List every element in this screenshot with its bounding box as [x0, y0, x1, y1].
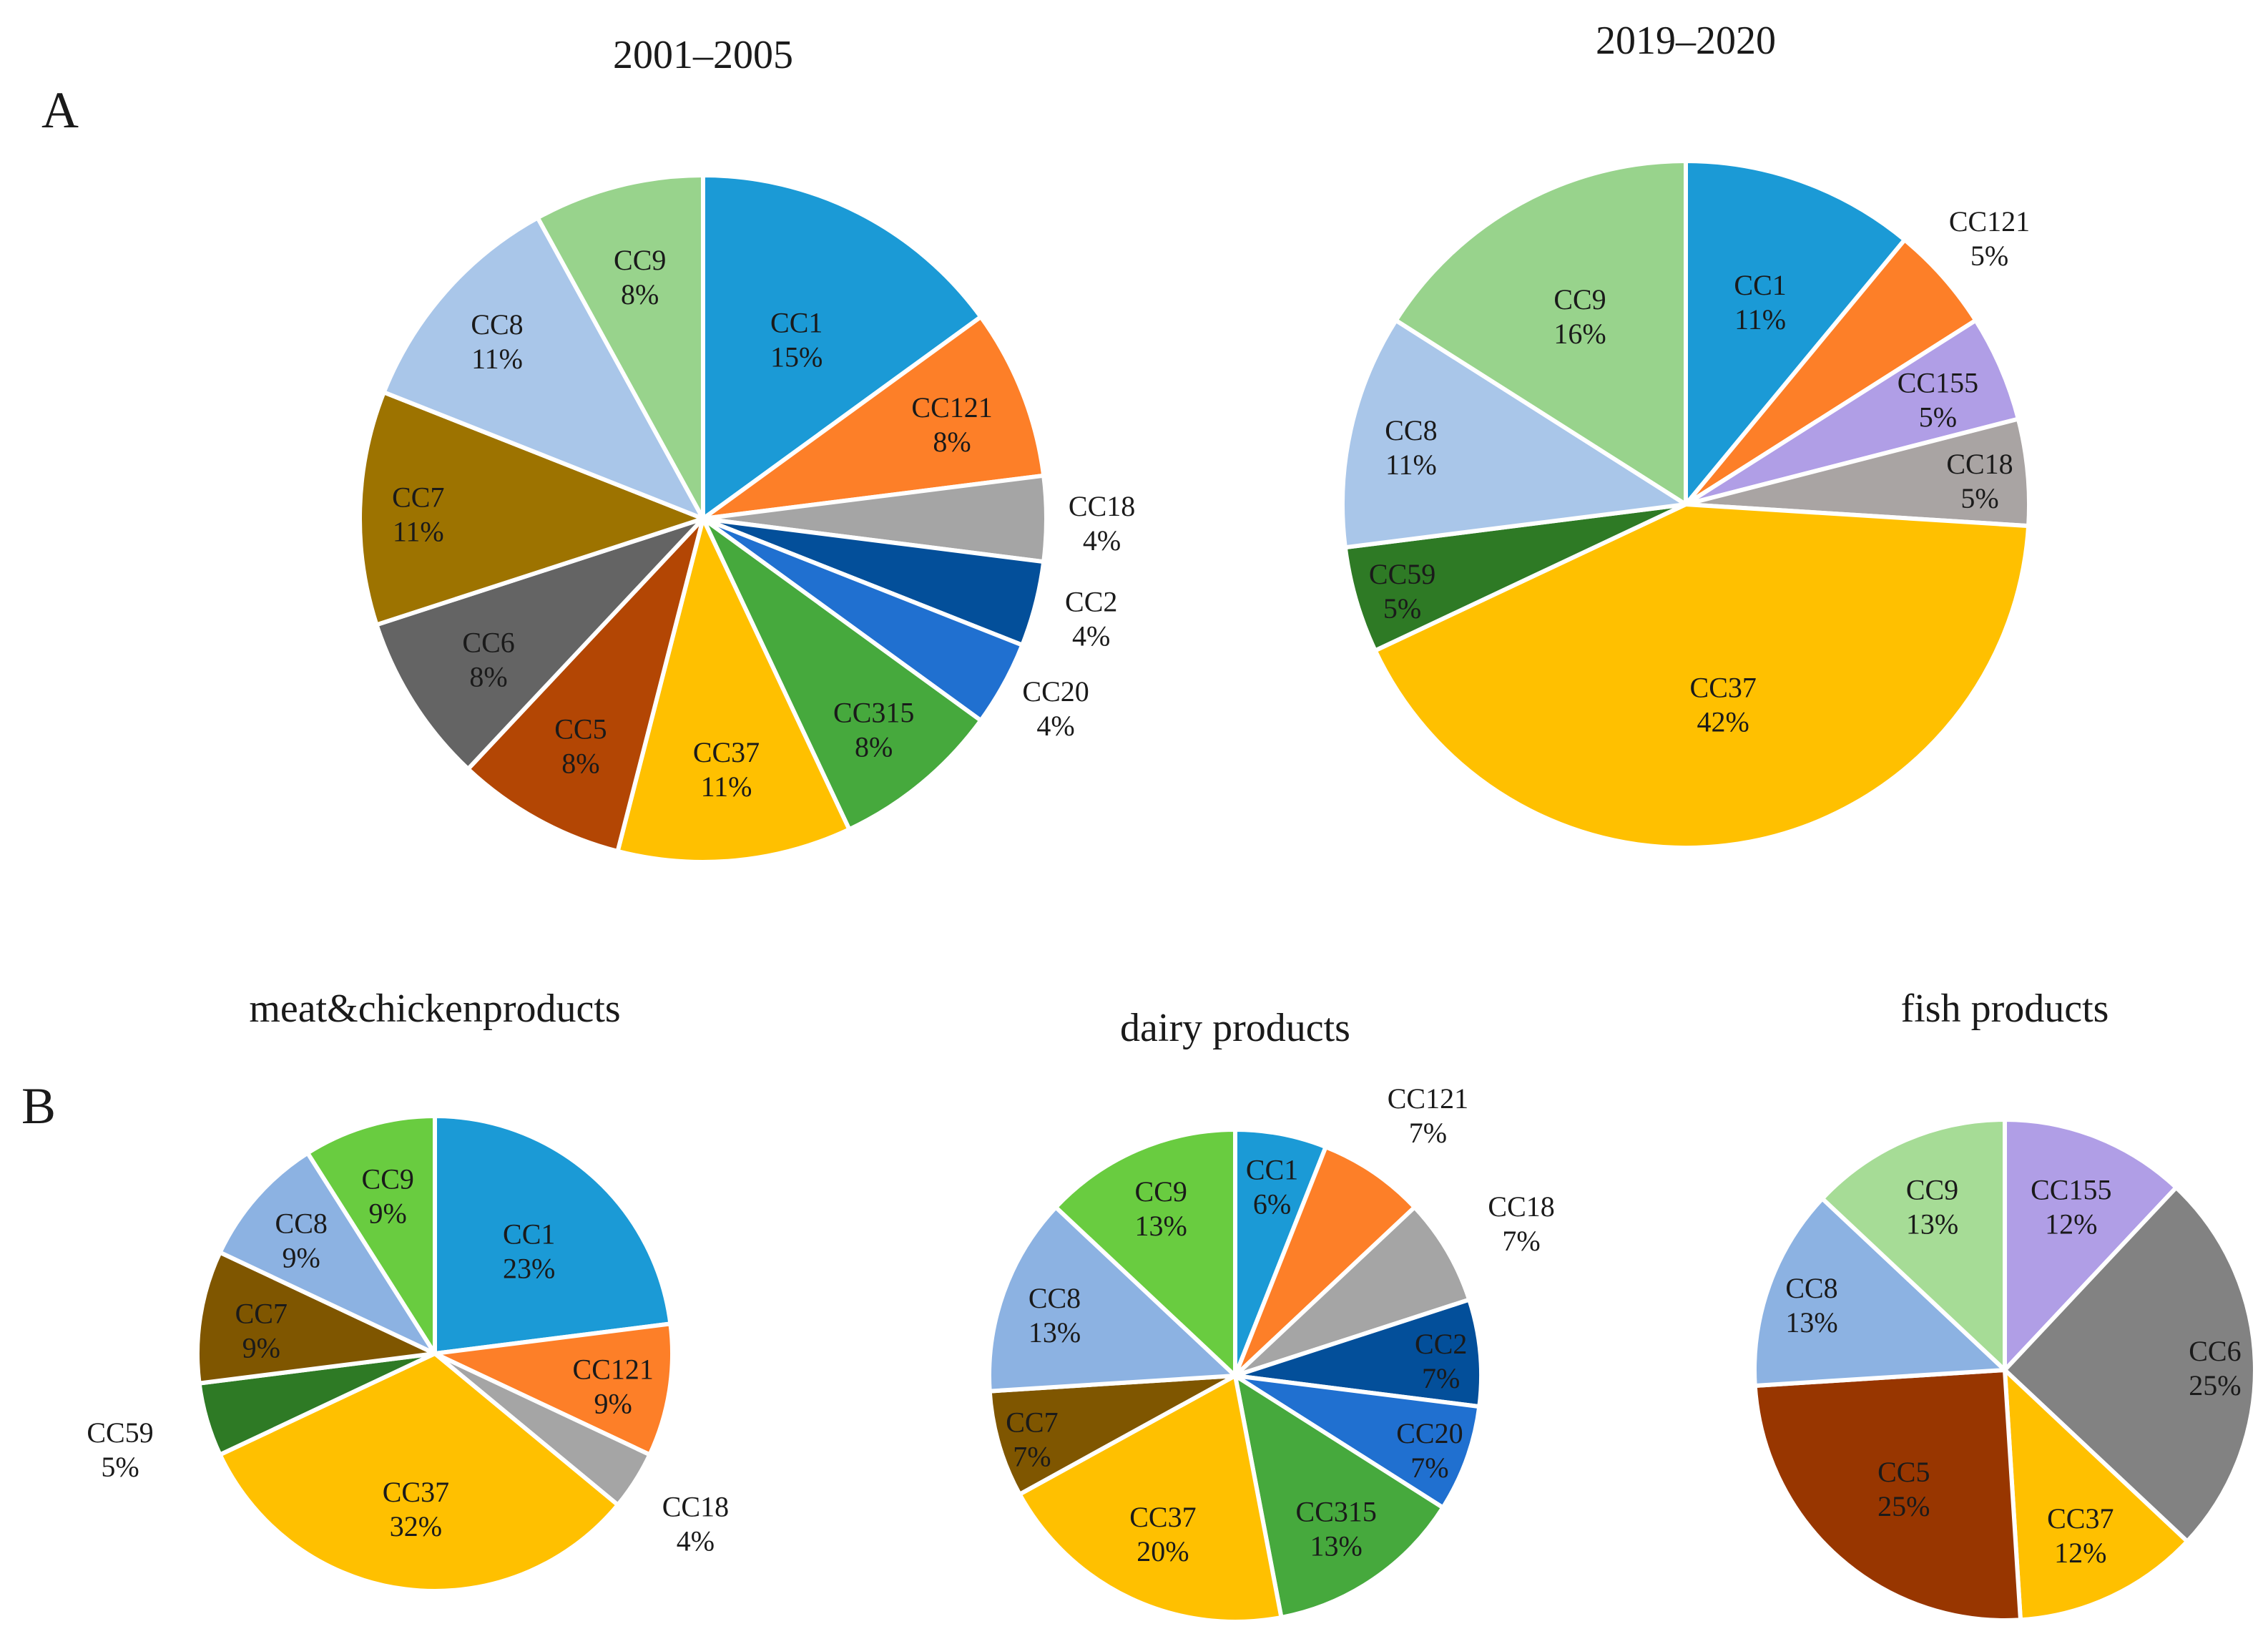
slice-label-cc8: CC8 11% — [1385, 414, 1437, 481]
chart-title: fish products — [1901, 987, 2109, 1031]
slice-label-cc9: CC9 9% — [362, 1163, 414, 1230]
pie-slice-cc8 — [217, 1150, 437, 1356]
slice-label-cc6: CC6 25% — [2189, 1335, 2241, 1401]
chart-title: 2019–2020 — [1596, 19, 1776, 63]
pie-slice-cc5 — [1752, 1368, 2023, 1623]
pie-slice-cc37 — [615, 517, 852, 864]
panel-label-b: B — [21, 1077, 56, 1135]
pie-slice-cc7 — [195, 1250, 437, 1386]
pie-slice-cc18 — [1233, 1205, 1472, 1378]
slice-label-cc2: CC2 4% — [1065, 586, 1117, 652]
pie-slice-cc37 — [2003, 1368, 2190, 1623]
pie-slice-cc155 — [2003, 1117, 2179, 1372]
slice-label-cc8: CC8 13% — [1785, 1272, 1837, 1339]
pie-slice-cc1 — [433, 1114, 673, 1356]
pie-slice-cc37 — [1373, 502, 2031, 851]
pie-slice-cc1 — [701, 173, 983, 521]
slice-label-cc59: CC59 5% — [1369, 558, 1435, 625]
slice-label-cc121: CC121 9% — [573, 1354, 654, 1420]
pie-chart-2019-2020: 2019–2020 CC1 11% CC121 5% CC155 5% CC18 5% CC37 4… — [1340, 19, 2032, 851]
pie-slice-cc1 — [1684, 159, 1907, 507]
pie-slice-cc37 — [1017, 1374, 1284, 1624]
slice-label-cc1: CC1 11% — [1734, 269, 1786, 336]
slice-label-cc37: CC37 11% — [693, 736, 760, 803]
panel-label-a: A — [41, 82, 79, 139]
pie-slice-cc8 — [1340, 318, 1688, 550]
slice-label-cc1: CC1 6% — [1246, 1154, 1298, 1220]
slice-label-cc1: CC1 23% — [503, 1218, 555, 1285]
chart-title: meat&chickenproducts — [249, 987, 620, 1031]
slice-label-cc8: CC8 9% — [275, 1207, 328, 1273]
slice-label-cc121: CC121 7% — [1388, 1082, 1468, 1149]
slice-label-cc37: CC37 12% — [2047, 1502, 2114, 1569]
pie-slice-cc9 — [1820, 1117, 2007, 1372]
slice-label-cc18: CC18 4% — [1069, 490, 1135, 557]
slice-label-cc315: CC315 13% — [1296, 1496, 1377, 1562]
pie-slice-cc8 — [1752, 1196, 2007, 1388]
pie-slice-cc37 — [217, 1351, 620, 1593]
pie-slice-cc7 — [987, 1374, 1237, 1497]
pie-slice-cc2 — [1233, 1297, 1484, 1409]
pie-chart-2001-2005: 2001–2005 CC1 15% CC121 8% CC18 4% CC2 4% CC20 4% C… — [358, 33, 1135, 864]
pie-slice-cc20 — [1233, 1374, 1482, 1510]
slice-label-cc18: CC18 5% — [1946, 448, 2013, 514]
slice-label-cc59: CC59 5% — [87, 1416, 153, 1483]
slice-label-cc8: CC8 13% — [1029, 1282, 1081, 1349]
pie-chart-meat-chicken-products: meat&chickenproducts CC1 23% CC121 9% CC18 4% C… — [87, 987, 729, 1593]
slice-label-cc20: CC20 7% — [1396, 1417, 1463, 1484]
slice-label-cc37: CC37 42% — [1690, 672, 1757, 738]
slice-label-cc9: CC9 13% — [1135, 1175, 1187, 1242]
slice-label-cc155: CC155 12% — [2031, 1174, 2111, 1241]
slice-label-cc9: CC9 8% — [614, 244, 666, 310]
slice-label-cc315: CC315 8% — [833, 697, 914, 763]
slice-label-cc9: CC9 13% — [1906, 1174, 1958, 1241]
slice-label-cc7: CC7 7% — [1006, 1406, 1058, 1473]
pie-slice-cc9 — [1054, 1127, 1237, 1378]
slice-label-cc37: CC37 20% — [1129, 1501, 1196, 1567]
pie-slice-cc7 — [358, 390, 705, 627]
slice-label-cc20: CC20 4% — [1022, 675, 1089, 742]
slice-label-cc155: CC155 5% — [1898, 367, 1978, 434]
slice-label-cc6: CC6 8% — [462, 626, 514, 693]
pie-slice-cc9 — [1393, 159, 1688, 507]
slice-label-cc9: CC9 16% — [1553, 283, 1606, 350]
pie-slice-cc6 — [374, 517, 705, 771]
slice-label-cc2: CC2 7% — [1415, 1328, 1467, 1394]
pie-chart-dairy-products: dairy products CC1 6% CC121 7% CC18 7% CC2 7% CC2… — [987, 1006, 1555, 1624]
slice-label-cc18: CC18 7% — [1488, 1190, 1554, 1257]
slice-label-cc7: CC7 11% — [392, 481, 444, 548]
slice-label-cc5: CC5 25% — [1877, 1456, 1930, 1522]
chart-title: dairy products — [1120, 1006, 1350, 1050]
pie-slice-cc121 — [701, 314, 1046, 521]
pie-slice-cc9 — [305, 1114, 437, 1356]
chart-title: 2001–2005 — [613, 33, 793, 77]
pie-slice-cc8 — [987, 1205, 1237, 1394]
slice-label-cc37: CC37 32% — [383, 1476, 449, 1542]
pie-slice-cc315 — [701, 517, 983, 832]
pie-chart-fish-products: fish products CC155 12% CC6 25% CC37 12% CC5 25%… — [1752, 987, 2257, 1623]
slice-label-cc18: CC18 4% — [662, 1490, 729, 1557]
pie-slice-cc8 — [381, 215, 705, 521]
slice-label-cc7: CC7 9% — [235, 1298, 288, 1364]
slice-label-cc121: CC121 8% — [911, 391, 992, 458]
pie-slice-cc121 — [433, 1321, 675, 1457]
pie-slice-cc5 — [466, 517, 705, 853]
pie-slice-cc9 — [535, 173, 705, 521]
slice-label-cc8: CC8 11% — [471, 308, 523, 375]
pie-slice-cc121 — [1233, 1145, 1417, 1378]
slice-label-cc121: CC121 5% — [1949, 205, 2030, 272]
slice-label-cc1: CC1 15% — [770, 306, 823, 373]
pie-slice-cc6 — [2003, 1185, 2257, 1544]
slice-label-cc5: CC5 8% — [554, 713, 607, 779]
pie-slice-cc315 — [1233, 1374, 1445, 1620]
